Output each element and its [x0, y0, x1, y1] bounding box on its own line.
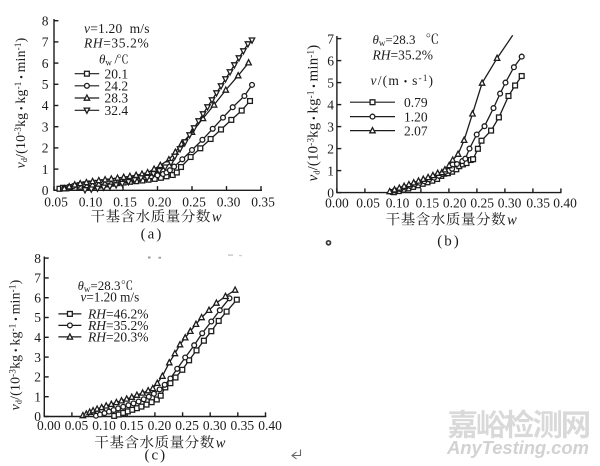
svg-text:0.10: 0.10	[79, 195, 103, 210]
svg-text:0.30: 0.30	[498, 196, 522, 211]
svg-text:0.20: 0.20	[443, 196, 467, 211]
svg-text:0.15: 0.15	[415, 196, 439, 211]
svg-text:3: 3	[42, 119, 49, 134]
svg-text:0.30: 0.30	[217, 195, 241, 210]
svg-text:7: 7	[42, 35, 49, 50]
svg-text:2: 2	[34, 370, 41, 385]
svg-text:5: 5	[327, 75, 334, 90]
svg-text:0.15: 0.15	[120, 418, 144, 433]
svg-text:RH=20.3%: RH=20.3%	[87, 330, 148, 345]
svg-text:0.25: 0.25	[175, 418, 199, 433]
svg-text:0.05: 0.05	[356, 196, 380, 211]
svg-text:vd/(10-3kg • kg-1 • min-1): vd/(10-3kg • kg-1 • min-1)	[306, 45, 322, 182]
svg-text:6: 6	[327, 53, 334, 68]
svg-text:0.40: 0.40	[258, 418, 282, 433]
svg-text:0.25: 0.25	[470, 196, 494, 211]
svg-text:RH=35.2%: RH=35.2%	[83, 35, 149, 50]
svg-text:3: 3	[34, 350, 41, 365]
svg-text:0: 0	[327, 185, 334, 200]
svg-text:7: 7	[34, 271, 41, 286]
svg-text:(b): (b)	[437, 234, 461, 250]
svg-text:5: 5	[42, 77, 49, 92]
svg-text:6: 6	[34, 290, 41, 305]
svg-text:4: 4	[327, 97, 334, 112]
svg-text:(a): (a)	[141, 227, 164, 243]
svg-text:v=1.20 m/s: v=1.20 m/s	[81, 290, 140, 305]
svg-text:RH=35.2%: RH=35.2%	[87, 318, 148, 333]
svg-text:0.79: 0.79	[404, 95, 428, 110]
svg-text:(c): (c)	[144, 448, 167, 464]
svg-text:32.4: 32.4	[105, 103, 129, 118]
svg-text:0.30: 0.30	[203, 418, 227, 433]
svg-text:θw=28.3: θw=28.3	[78, 278, 121, 294]
svg-text:0.25: 0.25	[182, 195, 206, 210]
svg-text:0.20: 0.20	[148, 195, 172, 210]
svg-text:0.00: 0.00	[37, 418, 61, 433]
svg-text:0.05: 0.05	[44, 195, 68, 210]
svg-text:0: 0	[34, 409, 41, 424]
svg-text:0.10: 0.10	[92, 418, 116, 433]
svg-text:0.05: 0.05	[65, 418, 89, 433]
svg-text:1: 1	[42, 162, 49, 177]
svg-text:0.35: 0.35	[526, 196, 550, 211]
svg-text:RH=35.2%: RH=35.2%	[372, 48, 433, 63]
svg-text:v=1.20 m/s: v=1.20 m/s	[84, 21, 150, 36]
svg-text:RH=46.2%: RH=46.2%	[87, 307, 148, 322]
svg-text:6: 6	[42, 56, 49, 71]
svg-text:AnyTesting.com: AnyTesting.com	[446, 437, 589, 458]
svg-text:vd/(10-3kg • kg-1 • min-1): vd/(10-3kg • kg-1 • min-1)	[7, 280, 23, 411]
svg-text:4: 4	[42, 98, 49, 113]
svg-text:2: 2	[327, 141, 334, 156]
svg-text:1.20: 1.20	[404, 109, 428, 124]
svg-text:7: 7	[327, 31, 334, 46]
svg-text:0.35: 0.35	[251, 195, 275, 210]
svg-text:1: 1	[34, 389, 41, 404]
svg-text:2.07: 2.07	[404, 123, 428, 138]
svg-text:θw=28.3: θw=28.3	[373, 32, 416, 48]
svg-text:8: 8	[42, 13, 49, 28]
svg-text:28.3: 28.3	[105, 91, 129, 106]
svg-text:0.35: 0.35	[230, 418, 254, 433]
svg-text:0: 0	[42, 183, 49, 198]
svg-text:5: 5	[34, 310, 41, 325]
svg-text:0.40: 0.40	[553, 196, 577, 211]
svg-text:2: 2	[42, 141, 49, 156]
svg-text:1: 1	[327, 163, 334, 178]
svg-text:θw /: θw /	[99, 52, 118, 68]
svg-text:vd/(10-3kg • kg-1 • min-1): vd/(10-3kg • kg-1 • min-1)	[13, 38, 29, 169]
svg-text:20.1: 20.1	[105, 66, 129, 81]
svg-text:0.10: 0.10	[386, 196, 410, 211]
svg-text:4: 4	[34, 330, 41, 345]
svg-text:3: 3	[327, 119, 334, 134]
svg-text:v/(m • s-1): v/(m • s-1)	[371, 73, 435, 88]
svg-text:0.20: 0.20	[148, 418, 172, 433]
svg-text:8: 8	[34, 251, 41, 266]
svg-text:0.00: 0.00	[325, 196, 349, 211]
svg-text:0.15: 0.15	[113, 195, 137, 210]
svg-text:24.2: 24.2	[105, 79, 129, 94]
